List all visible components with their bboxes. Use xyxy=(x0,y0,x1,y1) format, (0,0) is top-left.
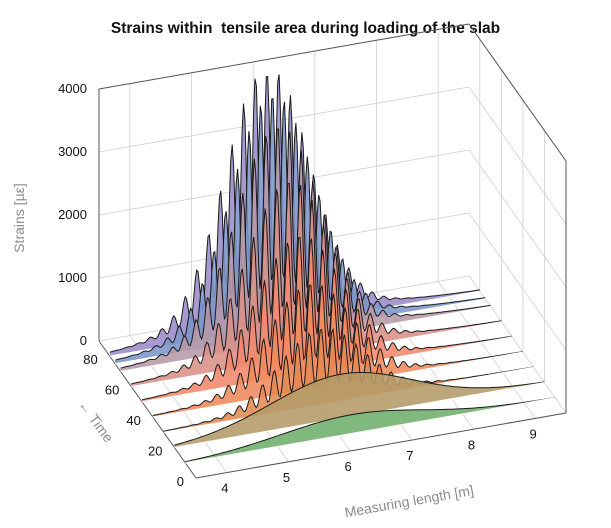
chart-title: Strains within tensile area during loadi… xyxy=(110,20,501,37)
z-tick-label: 1000 xyxy=(58,270,87,285)
y-tick-label: 20 xyxy=(148,444,162,459)
z-tick-label: 3000 xyxy=(58,144,87,159)
series-area xyxy=(174,372,545,448)
series-layer xyxy=(109,74,556,464)
series-line xyxy=(174,372,545,446)
y-tick-label: 40 xyxy=(126,413,140,428)
x-tick-label: 7 xyxy=(406,448,413,463)
y-tick-label: 0 xyxy=(177,474,184,489)
y-axis-label: ← Time xyxy=(75,397,116,446)
series-baseline xyxy=(185,397,556,464)
grid-line xyxy=(468,86,567,225)
axis-frame-line xyxy=(468,23,567,162)
series-area xyxy=(131,183,502,387)
z-tick-label: 4000 xyxy=(58,81,87,96)
series-line xyxy=(185,397,556,463)
x-tick-label: 8 xyxy=(468,437,475,452)
z-tick-label: 2000 xyxy=(58,207,87,222)
series-line xyxy=(141,236,513,401)
axis-frame-line xyxy=(195,412,567,479)
grid-line xyxy=(468,212,567,351)
z-axis-label: Strains [µε] xyxy=(11,183,27,253)
x-axis-label: Measuring length [m] xyxy=(343,482,475,520)
y-tick-label: 80 xyxy=(83,352,97,367)
x-tick-label: 9 xyxy=(530,426,537,441)
axis-frame-line xyxy=(98,23,470,90)
series-line xyxy=(120,128,491,369)
y-tick-label: 60 xyxy=(105,383,119,398)
tick-layer: 0 1000 2000 3000 4000 0 20 40 60 80 4 5 6 7 8 9 xyxy=(58,81,537,496)
x-tick-label: 5 xyxy=(283,470,290,485)
series-line xyxy=(131,182,502,385)
x-tick-label: 4 xyxy=(221,481,228,496)
grid-line xyxy=(468,149,567,288)
x-tick-label: 6 xyxy=(345,459,352,474)
series-line xyxy=(152,284,523,416)
z-tick-label: 0 xyxy=(80,333,87,348)
